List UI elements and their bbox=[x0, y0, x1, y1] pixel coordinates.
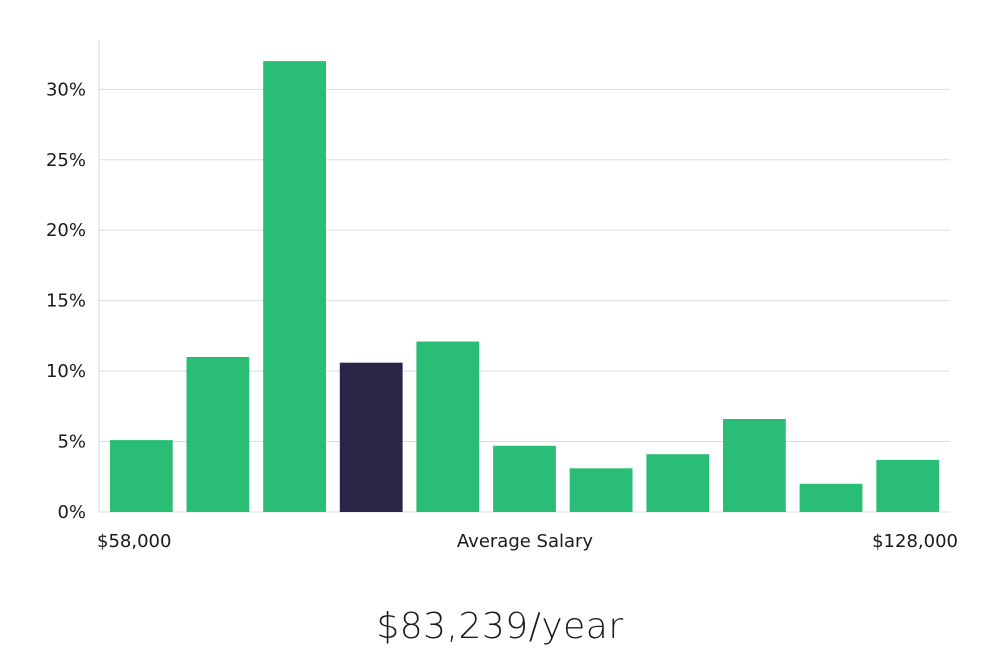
y-tick-label: 15% bbox=[46, 291, 86, 312]
x-axis-end-label: $128,000 bbox=[872, 531, 958, 552]
bar bbox=[416, 341, 480, 512]
bar bbox=[493, 445, 556, 512]
x-axis-start-label: $58,000 bbox=[97, 531, 171, 552]
x-axis-title: Average Salary bbox=[457, 531, 594, 552]
bar-highlighted bbox=[339, 362, 403, 512]
bar bbox=[263, 61, 326, 512]
bar bbox=[646, 454, 710, 512]
y-tick-label: 30% bbox=[46, 79, 86, 100]
salary-histogram: 0% 5% 10% 15% 20% 25% 30% $58,000 Average Sala… bbox=[46, 40, 958, 552]
y-tick-label: 0% bbox=[57, 502, 86, 523]
bars bbox=[109, 61, 940, 512]
average-salary-value: $83,239/year bbox=[376, 606, 624, 647]
y-axis-ticks: 0% 5% 10% 15% 20% 25% 30% bbox=[46, 79, 86, 523]
bar bbox=[876, 459, 940, 512]
bar bbox=[569, 468, 633, 512]
y-tick-label: 5% bbox=[57, 432, 86, 453]
y-tick-label: 20% bbox=[46, 220, 86, 241]
bar bbox=[799, 483, 863, 512]
y-tick-label: 25% bbox=[46, 150, 86, 171]
y-tick-label: 10% bbox=[46, 361, 86, 382]
bar bbox=[186, 357, 250, 512]
bar bbox=[723, 419, 786, 512]
bar bbox=[109, 440, 173, 512]
